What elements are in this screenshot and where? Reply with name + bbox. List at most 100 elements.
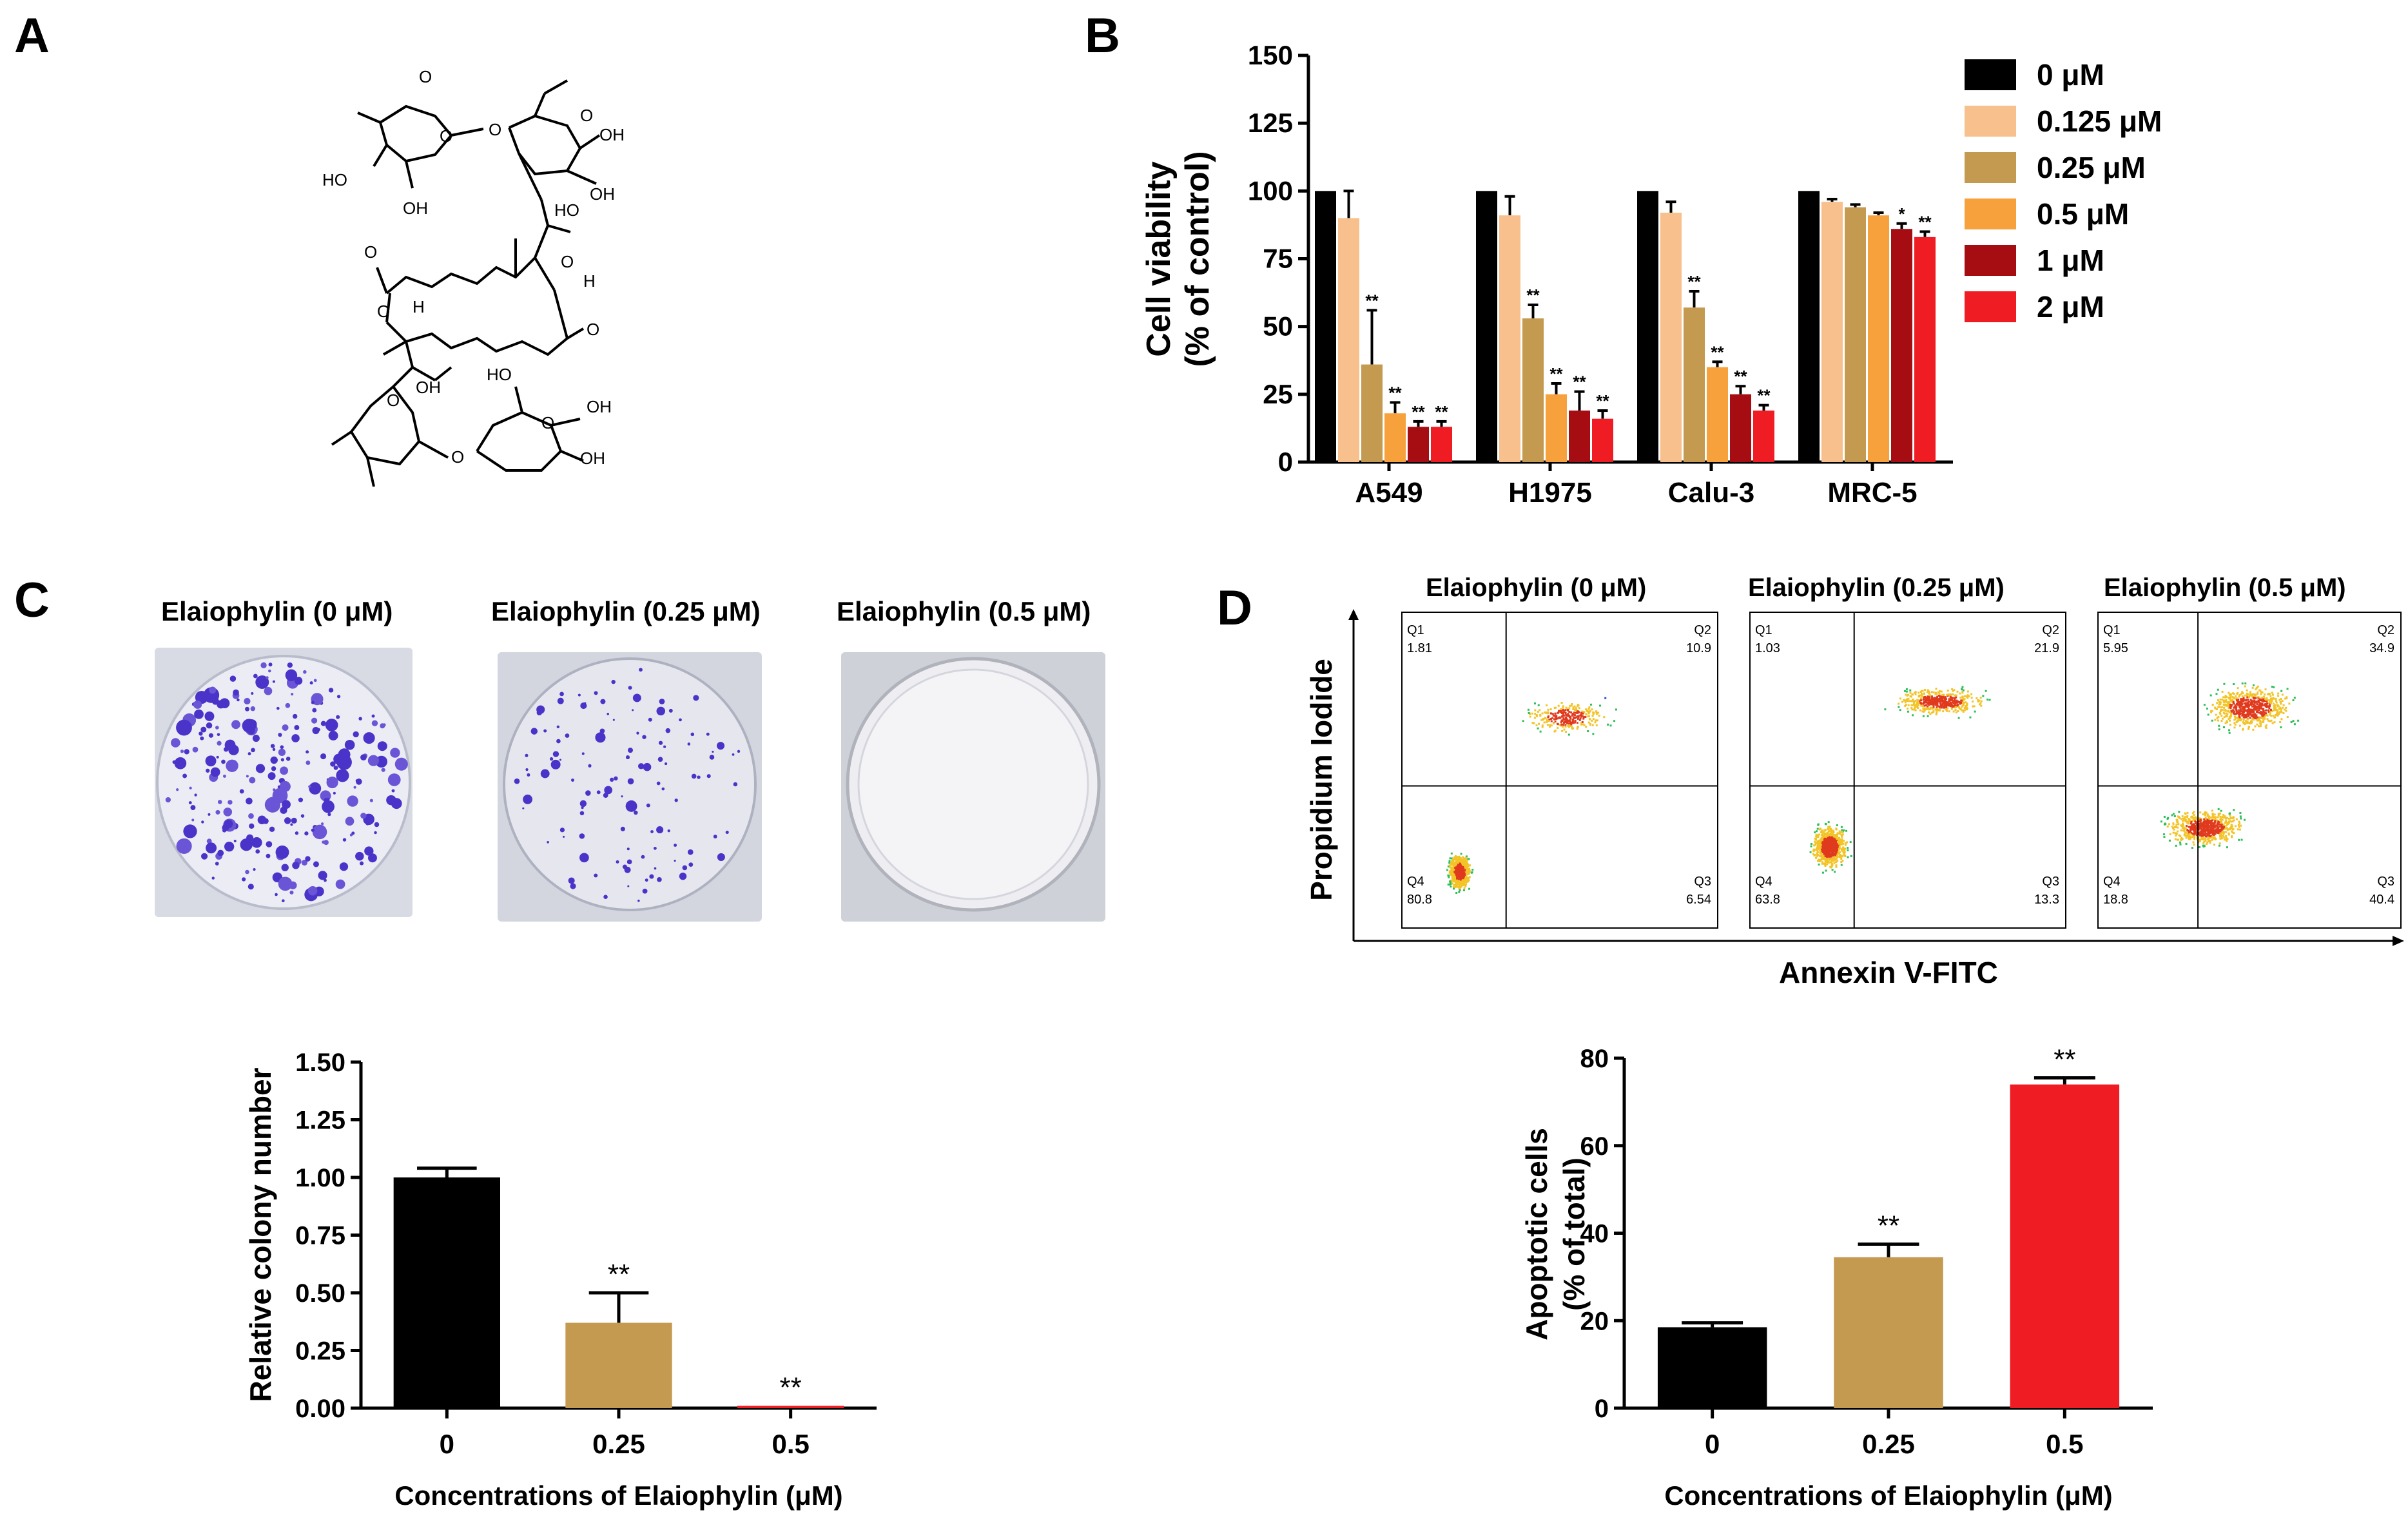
event-dot [2228, 693, 2231, 696]
event-dot [2265, 724, 2267, 726]
event-dot [2246, 721, 2249, 723]
event-dot [2189, 835, 2191, 838]
event-dot [1906, 700, 1908, 702]
event-dot [2217, 715, 2220, 718]
structure-label: O [580, 106, 593, 125]
event-dot [2175, 844, 2177, 847]
event-dot [1980, 700, 1983, 702]
event-dot [1538, 722, 1540, 725]
event-dot [2217, 706, 2220, 708]
event-dot [1962, 710, 1965, 713]
event-dot [1560, 724, 1562, 727]
event-dot [1928, 704, 1930, 706]
event-dot [2263, 704, 2266, 706]
event-dot [2187, 822, 2190, 825]
event-dot [2244, 715, 2246, 717]
event-dot [1468, 869, 1471, 872]
event-dot [1453, 877, 1456, 880]
event-dot [1816, 836, 1818, 838]
event-dot [1937, 699, 1939, 701]
event-dot [1548, 726, 1551, 728]
event-dot [1840, 858, 1843, 860]
event-dot [1560, 723, 1562, 726]
colony-dot [656, 781, 661, 786]
event-dot [1824, 864, 1827, 867]
colony-dot [239, 789, 244, 794]
event-dot [1959, 692, 1961, 695]
event-dot [2203, 704, 2206, 706]
event-dot [1572, 719, 1575, 721]
event-dot [1918, 700, 1921, 702]
event-dot [2180, 837, 2183, 839]
event-dot [1564, 711, 1567, 714]
legend-swatch [1965, 291, 2016, 322]
colony-dot [674, 844, 677, 847]
event-dot [1950, 706, 1953, 709]
event-dot [1952, 710, 1955, 713]
event-dot [2193, 838, 2196, 840]
event-dot [1583, 724, 1586, 726]
event-dot [1927, 697, 1929, 700]
colony-dot [222, 774, 226, 778]
event-dot [1454, 864, 1457, 867]
event-dot [2223, 836, 2226, 838]
colony-dot [620, 826, 625, 831]
event-dot [2237, 687, 2239, 690]
event-dot [1943, 701, 1946, 704]
event-dot [1541, 726, 1544, 728]
event-dot [1840, 860, 1843, 863]
event-dot [2199, 820, 2202, 822]
event-dot [1974, 710, 1976, 713]
event-dot [2211, 831, 2214, 834]
event-dot [2179, 843, 2182, 846]
event-dot [2190, 836, 2193, 838]
event-dot [2202, 830, 2204, 833]
y-tick-label: 1.50 [295, 1049, 345, 1077]
event-dot [2192, 835, 2195, 838]
event-dot [1580, 715, 1583, 718]
event-dot [1938, 698, 1941, 701]
event-dot [2191, 817, 2194, 819]
event-dot [2247, 706, 2249, 709]
event-dot [2204, 816, 2207, 818]
colony-dot [266, 853, 271, 858]
colony-dot [688, 862, 694, 867]
event-dot [2259, 712, 2262, 715]
event-dot [1463, 871, 1466, 874]
event-dot [2229, 817, 2231, 820]
event-dot [1829, 826, 1831, 828]
event-dot [1587, 715, 1589, 718]
event-dot [1939, 709, 1941, 711]
flow-plot-frame [2097, 612, 2402, 929]
event-dot [1592, 733, 1595, 735]
event-dot [1932, 707, 1935, 710]
event-dot [1935, 709, 1937, 711]
event-dot [1830, 840, 1833, 842]
colony-dot [523, 794, 533, 804]
event-dot [2279, 710, 2282, 713]
event-dot [2229, 723, 2231, 726]
bar [1592, 418, 1613, 462]
event-dot [1547, 708, 1549, 711]
event-dot [1843, 849, 1846, 851]
event-dot [1936, 706, 1938, 709]
event-dot [2226, 822, 2229, 825]
event-dot [2262, 700, 2265, 702]
event-dot [1966, 690, 1969, 693]
event-dot [1928, 701, 1930, 704]
event-dot [1572, 706, 1575, 709]
event-dot [1462, 869, 1464, 871]
x-tick-label: MRC-5 [1827, 477, 1917, 508]
event-dot [2221, 830, 2224, 833]
event-dot [2263, 713, 2266, 716]
event-dot [2275, 701, 2278, 704]
event-dot [1457, 860, 1460, 863]
colony-dot [674, 860, 676, 862]
event-dot [1573, 714, 1576, 717]
event-dot [1451, 860, 1453, 862]
event-dot [2225, 820, 2228, 822]
event-dot [2292, 720, 2295, 722]
event-dot [1928, 692, 1931, 694]
event-dot [2189, 837, 2191, 839]
event-dot [2221, 837, 2224, 840]
